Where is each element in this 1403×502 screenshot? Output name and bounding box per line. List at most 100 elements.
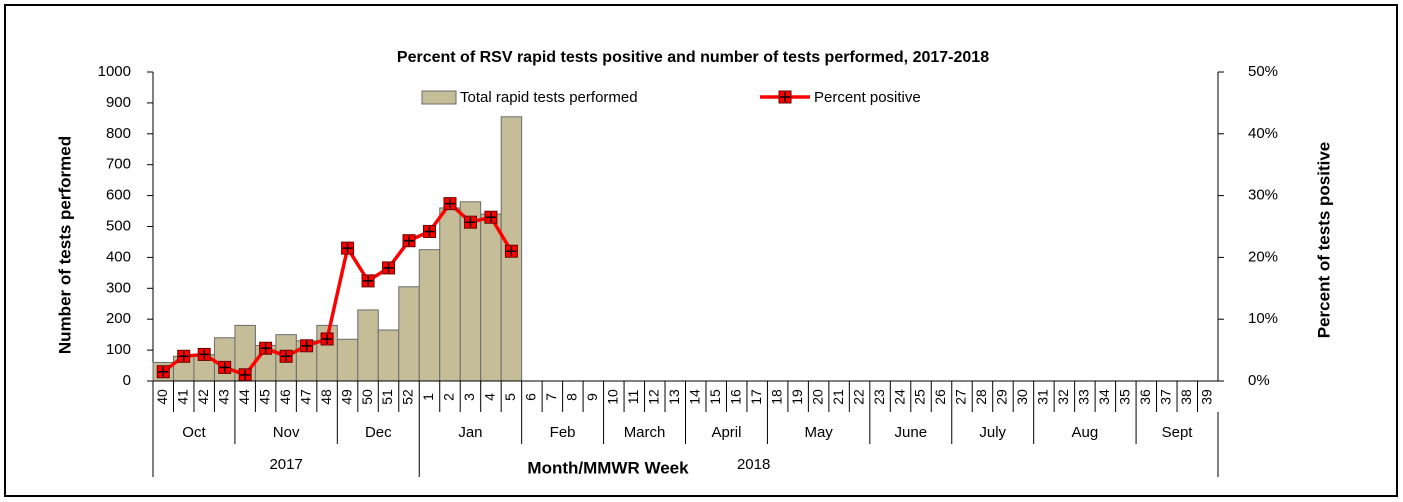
x-tick-label: 52 <box>400 389 416 405</box>
x-tick-label: 41 <box>174 389 190 405</box>
x-tick-label: 8 <box>564 393 580 401</box>
y-tick-label: 100 <box>106 341 131 358</box>
marker-cross <box>444 198 455 209</box>
month-label: March <box>624 424 666 441</box>
line-marker <box>156 365 170 379</box>
line-marker <box>300 339 314 353</box>
x-tick-label: 28 <box>973 389 989 405</box>
month-label: June <box>895 424 928 441</box>
marker-cross <box>506 246 517 257</box>
x-tick-label: 43 <box>215 389 231 405</box>
bar <box>213 337 236 382</box>
y2-tick-label: 40% <box>1248 125 1278 142</box>
marker-cross <box>178 351 189 362</box>
x-tick-label: 19 <box>789 389 805 405</box>
x-tick-label: 48 <box>318 389 334 405</box>
x-tick-label: 40 <box>154 389 170 405</box>
marker-cross <box>158 366 169 377</box>
x-tick-label: 2 <box>441 393 457 401</box>
x-tick-label: 1 <box>420 393 436 401</box>
bar <box>336 338 359 382</box>
x-tick-label: 25 <box>912 389 928 405</box>
line-marker <box>382 261 396 275</box>
month-label: July <box>979 424 1006 441</box>
marker-cross <box>363 275 374 286</box>
x-tick-label: 33 <box>1076 389 1092 405</box>
x-tick-label: 20 <box>809 389 825 405</box>
marker-cross <box>322 333 333 344</box>
line-marker <box>341 241 355 255</box>
x-tick-label: 35 <box>1117 389 1133 405</box>
y-tick-label: 800 <box>106 125 131 142</box>
bar <box>377 329 400 382</box>
x-tick-label: 32 <box>1055 389 1071 405</box>
bar <box>398 286 420 382</box>
x-tick-label: 3 <box>461 393 477 401</box>
x-tick-label: 15 <box>707 389 723 405</box>
x-tick-label: 50 <box>359 389 375 405</box>
x-tick-label: 10 <box>605 389 621 405</box>
year-label: 2017 <box>269 456 302 473</box>
x-tick-label: 4 <box>482 393 498 401</box>
x-tick-label: 7 <box>543 393 559 401</box>
marker-cross <box>301 340 312 351</box>
line-marker <box>422 224 436 238</box>
x-tick-label: 26 <box>932 389 948 405</box>
x-tick-label: 18 <box>768 389 784 405</box>
line-marker <box>197 347 211 361</box>
x-tick-label: 12 <box>645 389 661 405</box>
x-tick-label: 21 <box>830 389 846 405</box>
x-tick-label: 51 <box>379 389 395 405</box>
month-label: Jan <box>458 424 482 441</box>
line-marker <box>778 90 792 104</box>
marker-cross <box>780 92 790 102</box>
month-label: Nov <box>273 424 300 441</box>
bar <box>439 207 461 382</box>
x-tick-label: 42 <box>195 389 211 405</box>
line-marker <box>177 349 191 363</box>
y-tick-label: 500 <box>106 217 131 234</box>
marker-cross <box>342 243 353 254</box>
month-label: Sept <box>1162 424 1194 441</box>
chart-title: Percent of RSV rapid tests positive and … <box>397 49 989 66</box>
x-tick-label: 27 <box>953 389 969 405</box>
y-tick-label: 300 <box>106 279 131 296</box>
frame <box>4 4 1398 497</box>
marker-cross <box>219 362 230 373</box>
x-tick-label: 16 <box>727 389 743 405</box>
x-tick-label: 39 <box>1198 389 1214 405</box>
line-marker <box>402 234 416 248</box>
month-label: Oct <box>182 424 206 441</box>
x-tick-label: 45 <box>256 389 272 405</box>
x-tick-label: 34 <box>1096 389 1112 405</box>
y2-tick-label: 30% <box>1248 187 1278 204</box>
month-label: Dec <box>365 424 392 441</box>
legend-label: Total rapid tests performed <box>460 89 638 106</box>
x-tick-label: 9 <box>584 393 600 401</box>
line-marker <box>443 197 457 211</box>
bar <box>357 309 379 382</box>
year-label: 2018 <box>737 456 770 473</box>
x-tick-label: 6 <box>523 393 539 401</box>
line-marker <box>463 215 477 229</box>
y-axis-title: Number of tests performed <box>55 136 74 354</box>
x-tick-label: 24 <box>891 389 907 405</box>
y2-tick-label: 10% <box>1248 310 1278 327</box>
marker-cross <box>485 212 496 223</box>
marker-cross <box>260 343 271 354</box>
y-tick-label: 0 <box>123 372 131 389</box>
bar <box>480 213 502 382</box>
bar <box>418 249 441 382</box>
x-tick-label: 46 <box>277 389 293 405</box>
x-tick-label: 29 <box>994 389 1010 405</box>
y2-tick-label: 0% <box>1248 372 1270 389</box>
x-axis-title: Month/MMWR Week <box>527 458 689 477</box>
line-marker <box>320 332 334 346</box>
line-marker <box>259 341 273 355</box>
y2-tick-label: 50% <box>1248 63 1278 80</box>
marker-cross <box>240 369 251 380</box>
x-tick-label: 47 <box>297 389 313 405</box>
month-label: May <box>804 424 833 441</box>
y-tick-label: 200 <box>106 310 131 327</box>
